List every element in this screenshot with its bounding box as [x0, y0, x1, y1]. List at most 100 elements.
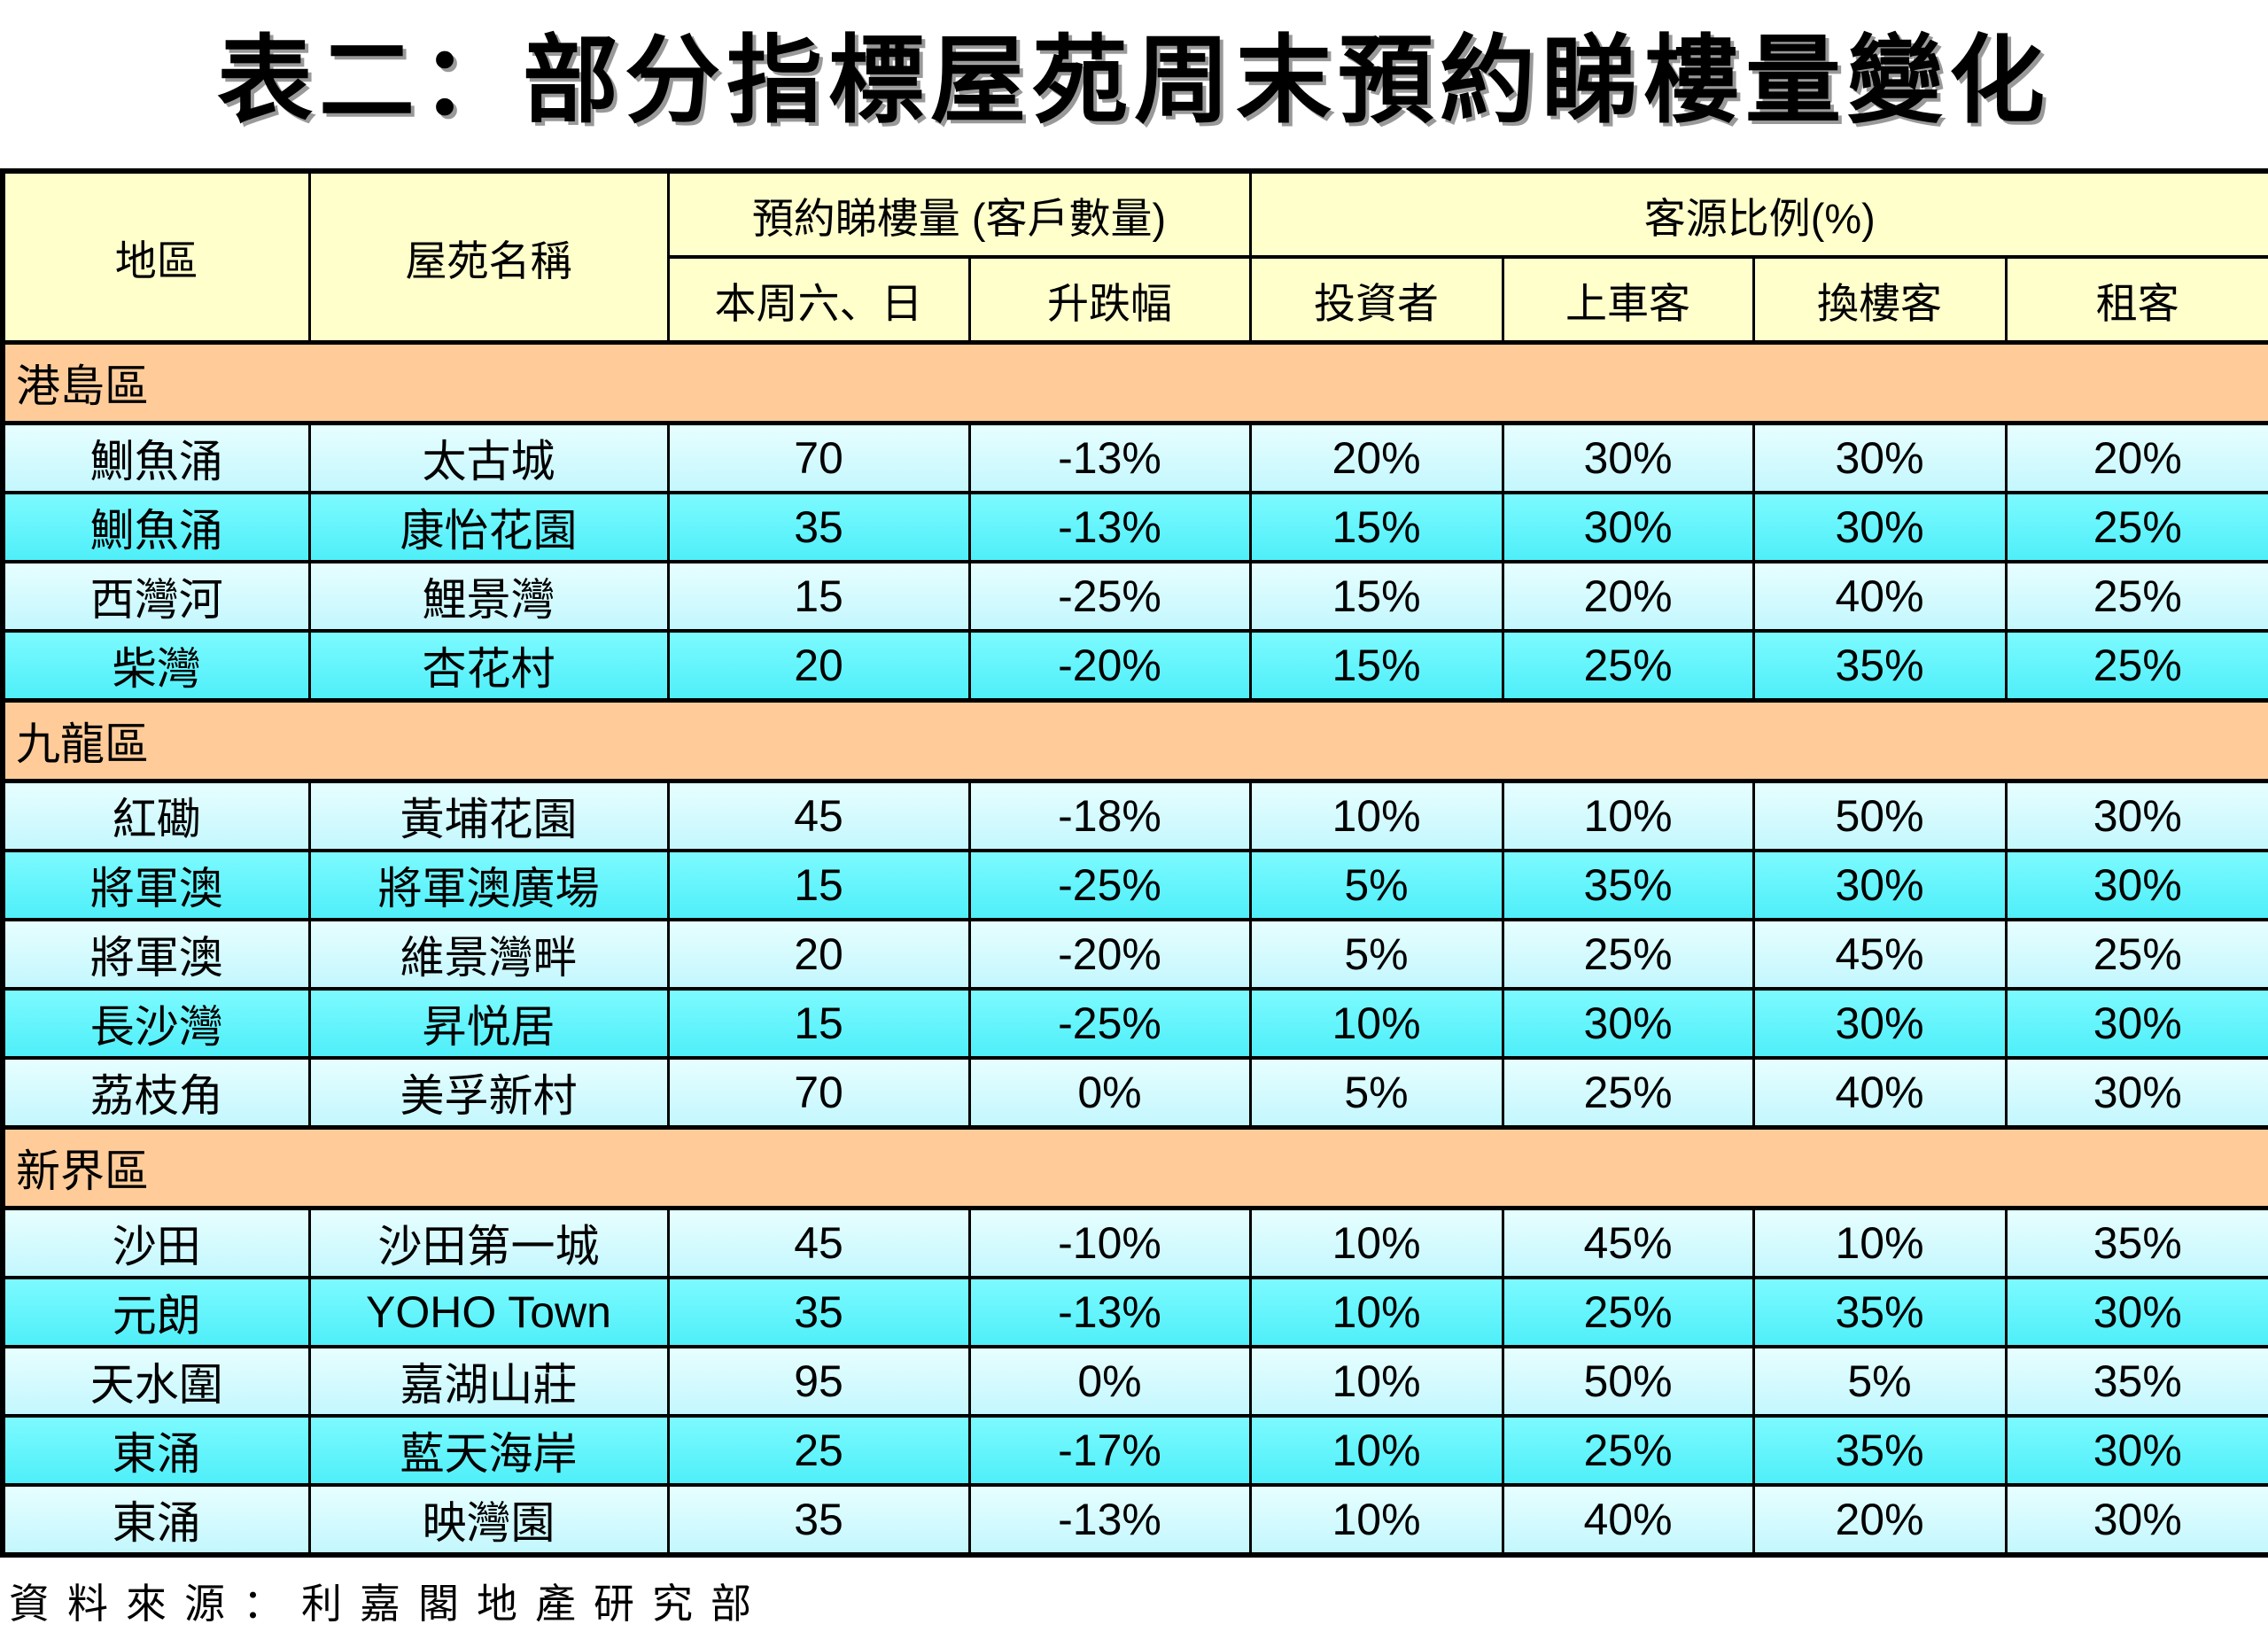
cell-renter: 20%	[2004, 421, 2268, 494]
cell-upgrader: 30%	[1751, 987, 2008, 1060]
cell-estate: 杏花村	[307, 629, 670, 703]
table-row: 柴灣 杏花村 20 -20% 15% 25% 35% 25%	[1, 629, 2268, 703]
cell-change: 0%	[967, 1345, 1252, 1418]
col-header-renter: 租客	[2004, 255, 2268, 345]
cell-upgrader: 30%	[1751, 491, 2008, 563]
cell-estate: YOHO Town	[307, 1276, 670, 1348]
cell-region: 東涌	[1, 1483, 311, 1557]
table-row: 紅磡 黃埔花園 45 -18% 10% 10% 50% 30%	[1, 779, 2268, 852]
cell-estate: 嘉湖山莊	[307, 1345, 670, 1418]
cell-change: -25%	[967, 987, 1252, 1060]
cell-upgrader: 30%	[1751, 421, 2008, 494]
cell-region: 元朗	[1, 1276, 311, 1348]
cell-region: 天水圍	[1, 1345, 311, 1418]
cell-region: 鰂魚涌	[1, 421, 311, 494]
cell-bookings: 45	[666, 1206, 971, 1279]
cell-investor: 15%	[1248, 629, 1504, 703]
cell-first-time-buyer: 10%	[1501, 779, 1755, 852]
table-row: 長沙灣 昇悦居 15 -25% 10% 30% 30% 30%	[1, 987, 2268, 1060]
cell-change: -10%	[967, 1206, 1252, 1279]
cell-first-time-buyer: 50%	[1501, 1345, 1755, 1418]
cell-upgrader: 20%	[1751, 1483, 2008, 1557]
table-header: 地區 屋苑名稱 預約睇樓量 (客戶數量) 客源比例(%) 本周六、日 升跌幅 投…	[1, 169, 2268, 345]
cell-region: 長沙灣	[1, 987, 311, 1060]
header-row-sub: 本周六、日 升跌幅 投資者 上車客 換樓客 租客	[3, 255, 2268, 345]
col-header-upgrader: 換樓客	[1751, 255, 2008, 345]
cell-estate: 維景灣畔	[307, 918, 670, 991]
cell-investor: 5%	[1248, 1056, 1504, 1130]
table-row: 沙田 沙田第一城 45 -10% 10% 45% 10% 35%	[1, 1206, 2268, 1279]
cell-region: 將軍澳	[1, 918, 311, 991]
cell-renter: 25%	[2004, 491, 2268, 563]
cell-change: -18%	[967, 779, 1252, 852]
cell-bookings: 25	[666, 1414, 971, 1487]
cell-renter: 25%	[2004, 560, 2268, 633]
cell-investor: 5%	[1248, 918, 1504, 991]
cell-first-time-buyer: 30%	[1501, 987, 1755, 1060]
cell-bookings: 35	[666, 491, 971, 563]
section-row-new-territories: 新界區	[1, 1125, 2268, 1210]
cell-renter: 25%	[2004, 629, 2268, 703]
cell-investor: 15%	[1248, 560, 1504, 633]
cell-investor: 10%	[1248, 1276, 1504, 1348]
col-header-bookings-group: 預約睇樓量 (客戶數量)	[666, 169, 1252, 259]
cell-first-time-buyer: 25%	[1501, 1276, 1755, 1348]
col-header-estate: 屋苑名稱	[307, 169, 670, 345]
cell-change: -17%	[967, 1414, 1252, 1487]
cell-region: 鰂魚涌	[1, 491, 311, 563]
cell-change: -25%	[967, 560, 1252, 633]
cell-renter: 30%	[2004, 1483, 2268, 1557]
cell-upgrader: 40%	[1751, 560, 2008, 633]
cell-bookings: 20	[666, 918, 971, 991]
cell-first-time-buyer: 35%	[1501, 849, 1755, 921]
cell-estate: 沙田第一城	[307, 1206, 670, 1279]
cell-estate: 康怡花園	[307, 491, 670, 563]
source-note: 資料來源：利嘉閣地產研究部	[9, 1581, 769, 1627]
cell-bookings: 15	[666, 849, 971, 921]
cell-first-time-buyer: 25%	[1501, 629, 1755, 703]
col-header-change: 升跌幅	[967, 255, 1252, 345]
cell-change: -13%	[967, 421, 1252, 494]
cell-first-time-buyer: 20%	[1501, 560, 1755, 633]
cell-region: 東涌	[1, 1414, 311, 1487]
cell-renter: 35%	[2004, 1206, 2268, 1279]
cell-region: 紅磡	[1, 779, 311, 852]
cell-bookings: 15	[666, 987, 971, 1060]
cell-estate: 藍天海岸	[307, 1414, 670, 1487]
header-row-groups: 地區 屋苑名稱 預約睇樓量 (客戶數量) 客源比例(%)	[1, 169, 2268, 345]
cell-investor: 10%	[1248, 1206, 1504, 1279]
cell-estate: 映灣園	[307, 1483, 670, 1557]
cell-upgrader: 35%	[1751, 1414, 2008, 1487]
cell-upgrader: 35%	[1751, 629, 2008, 703]
cell-upgrader: 5%	[1751, 1345, 2008, 1418]
cell-first-time-buyer: 25%	[1501, 918, 1755, 991]
section-row-kowloon: 九龍區	[1, 698, 2268, 783]
cell-investor: 10%	[1248, 1483, 1504, 1557]
col-header-region: 地區	[1, 169, 311, 345]
table-row: 元朗 YOHO Town 35 -13% 10% 25% 35% 30%	[1, 1276, 2268, 1348]
cell-region: 荔枝角	[1, 1056, 311, 1130]
cell-estate: 鯉景灣	[307, 560, 670, 633]
cell-investor: 10%	[1248, 987, 1504, 1060]
cell-region: 將軍澳	[1, 849, 311, 921]
cell-investor: 10%	[1248, 1414, 1504, 1487]
cell-renter: 30%	[2004, 849, 2268, 921]
section-label: 新界區	[1, 1125, 2268, 1210]
estate-viewings-table: 地區 屋苑名稱 預約睇樓量 (客戶數量) 客源比例(%) 本周六、日 升跌幅 投…	[0, 168, 2268, 1558]
cell-upgrader: 45%	[1751, 918, 2008, 991]
cell-renter: 30%	[2004, 1056, 2268, 1130]
cell-upgrader: 40%	[1751, 1056, 2008, 1130]
cell-investor: 10%	[1248, 779, 1504, 852]
cell-estate: 將軍澳廣場	[307, 849, 670, 921]
cell-first-time-buyer: 30%	[1501, 421, 1755, 494]
table-row: 西灣河 鯉景灣 15 -25% 15% 20% 40% 25%	[1, 560, 2268, 633]
cell-renter: 30%	[2004, 987, 2268, 1060]
cell-bookings: 35	[666, 1276, 971, 1348]
cell-estate: 美孚新村	[307, 1056, 670, 1130]
table-row: 鰂魚涌 康怡花園 35 -13% 15% 30% 30% 25%	[1, 491, 2268, 563]
col-header-first-time-buyer: 上車客	[1501, 255, 1755, 345]
table-row: 東涌 藍天海岸 25 -17% 10% 25% 35% 30%	[1, 1414, 2268, 1487]
cell-estate: 黃埔花園	[307, 779, 670, 852]
cell-change: -20%	[967, 629, 1252, 703]
cell-first-time-buyer: 45%	[1501, 1206, 1755, 1279]
